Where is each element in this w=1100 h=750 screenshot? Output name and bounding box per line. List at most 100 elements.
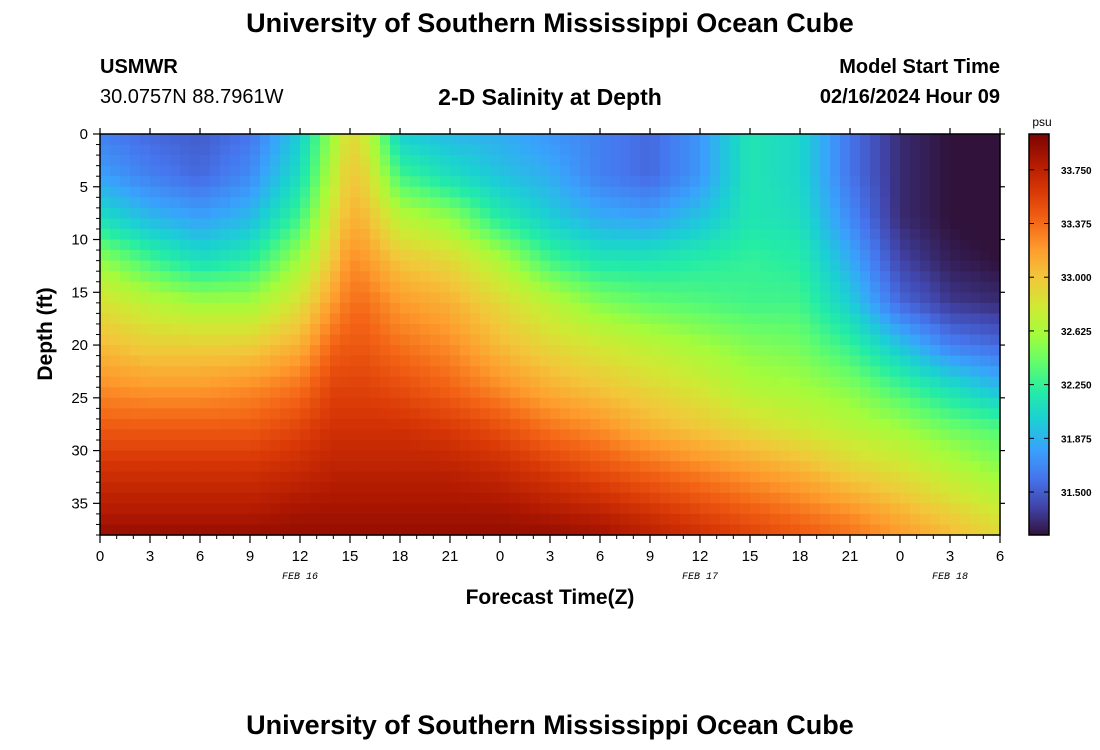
heatmap-cell xyxy=(970,440,981,452)
heatmap-cell xyxy=(410,387,421,399)
heatmap-cell xyxy=(260,366,271,378)
heatmap-cell xyxy=(870,334,881,346)
heatmap-cell xyxy=(630,313,641,325)
heatmap-cell xyxy=(350,165,361,177)
heatmap-cell xyxy=(160,418,171,431)
heatmap-cell xyxy=(580,281,591,293)
heatmap-cell xyxy=(600,397,611,409)
heatmap-cell xyxy=(430,450,441,462)
heatmap-cell xyxy=(930,429,941,441)
heatmap-cell xyxy=(350,239,361,251)
heatmap-cell xyxy=(180,186,191,198)
heatmap-cell xyxy=(630,134,641,146)
heatmap-cell xyxy=(550,376,561,388)
heatmap-cell xyxy=(950,218,961,230)
heatmap-cell xyxy=(950,366,961,378)
heatmap-cell xyxy=(840,176,851,188)
heatmap-cell xyxy=(910,260,921,272)
heatmap-cell xyxy=(200,524,211,536)
heatmap-cell xyxy=(310,281,321,293)
colorbar-tick-label: 33.375 xyxy=(1061,220,1092,231)
heatmap-cell xyxy=(250,524,261,536)
heatmap-cell xyxy=(460,503,471,515)
heatmap-cell xyxy=(690,239,701,251)
heatmap-cell xyxy=(770,450,781,462)
heatmap-cell xyxy=(190,482,201,494)
heatmap-cell xyxy=(520,345,531,357)
heatmap-cell xyxy=(240,397,251,409)
heatmap-cell xyxy=(450,144,461,156)
heatmap-cell xyxy=(460,239,471,251)
heatmap-cell xyxy=(750,492,761,504)
heatmap-cell xyxy=(570,440,581,452)
heatmap-cell xyxy=(710,144,721,156)
heatmap-cell xyxy=(490,218,501,230)
heatmap-cell xyxy=(670,155,681,167)
heatmap-cell xyxy=(460,323,471,336)
heatmap-cell xyxy=(600,271,611,283)
heatmap-cell xyxy=(110,355,121,367)
heatmap-cell xyxy=(140,271,151,283)
heatmap-cell xyxy=(500,418,511,431)
heatmap-cell xyxy=(330,418,341,431)
x-tick-label: 3 xyxy=(546,548,554,565)
heatmap-cell xyxy=(350,376,361,388)
heatmap-cell xyxy=(810,513,821,526)
heatmap-cell xyxy=(370,418,381,431)
heatmap-cell xyxy=(900,355,911,367)
heatmap-cell xyxy=(600,492,611,504)
heatmap-cell xyxy=(210,524,221,536)
heatmap-cell xyxy=(120,165,131,177)
heatmap-cell xyxy=(450,513,461,526)
heatmap-cell xyxy=(480,271,491,283)
heatmap-cell xyxy=(110,334,121,346)
heatmap-cell xyxy=(370,155,381,167)
heatmap-cell xyxy=(450,176,461,188)
heatmap-cell xyxy=(500,524,511,536)
heatmap-cell xyxy=(680,492,691,504)
heatmap-cell xyxy=(960,355,971,367)
heatmap-cell xyxy=(230,134,241,146)
heatmap-cell xyxy=(100,387,111,399)
heatmap-cell xyxy=(830,197,841,209)
heatmap-cell xyxy=(550,366,561,378)
heatmap-cell xyxy=(470,292,481,304)
heatmap-cell xyxy=(520,408,531,420)
heatmap-cell xyxy=(490,408,501,420)
heatmap-cell xyxy=(370,355,381,367)
heatmap-cell xyxy=(620,355,631,367)
heatmap-cell xyxy=(910,165,921,177)
heatmap-cell xyxy=(430,250,441,262)
heatmap-cell xyxy=(670,461,681,473)
heatmap-cell xyxy=(940,450,951,462)
heatmap-cell xyxy=(100,471,111,483)
heatmap-cell xyxy=(780,302,791,314)
heatmap-cell xyxy=(950,513,961,526)
heatmap-cell xyxy=(580,524,591,536)
heatmap-cell xyxy=(230,429,241,441)
heatmap-cell xyxy=(410,513,421,526)
heatmap-cell xyxy=(930,471,941,483)
heatmap-cell xyxy=(380,429,391,441)
heatmap-cell xyxy=(460,492,471,504)
heatmap-cell xyxy=(590,334,601,346)
heatmap-cell xyxy=(520,207,531,220)
heatmap-cell xyxy=(680,313,691,325)
heatmap-cell xyxy=(290,334,301,346)
heatmap-cell xyxy=(280,397,291,409)
heatmap-cell xyxy=(290,492,301,504)
heatmap-cell xyxy=(900,323,911,336)
heatmap-cell xyxy=(300,207,311,220)
heatmap-cell xyxy=(150,418,161,431)
heatmap-cell xyxy=(330,144,341,156)
heatmap-cell xyxy=(400,492,411,504)
heatmap-cell xyxy=(660,313,671,325)
heatmap-cell xyxy=(500,260,511,272)
heatmap-cell xyxy=(710,471,721,483)
heatmap-cell xyxy=(380,408,391,420)
heatmap-cell xyxy=(100,313,111,325)
heatmap-cell xyxy=(240,302,251,314)
heatmap-cell xyxy=(700,366,711,378)
heatmap-cell xyxy=(400,313,411,325)
heatmap-cell xyxy=(620,492,631,504)
